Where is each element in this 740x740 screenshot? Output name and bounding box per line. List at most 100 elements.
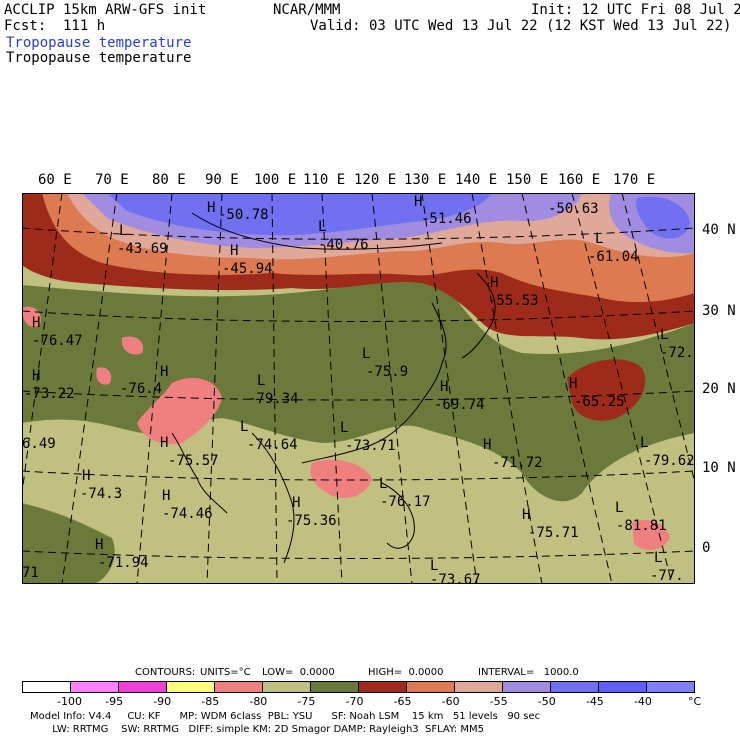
extremum-type: H bbox=[32, 368, 40, 384]
tropopause-temperature-map: -50.78 H -51.46 H -50.63 -43.69 L -40.76… bbox=[22, 193, 695, 584]
extremum-label: -43.69 bbox=[117, 241, 168, 257]
low-label: LOW= 0.0000 bbox=[262, 667, 335, 678]
extremum-label: -74.46 bbox=[162, 506, 213, 522]
extremum-type: H bbox=[162, 488, 170, 504]
color-bar-tick-label: -40 bbox=[633, 695, 652, 708]
extremum-type: H bbox=[490, 275, 498, 291]
extremum-label: -75.36 bbox=[286, 513, 337, 529]
band-minus75-minus70 bbox=[22, 279, 695, 502]
extremum-label: -50.63 bbox=[548, 201, 599, 217]
color-bar-swatch bbox=[71, 682, 119, 692]
extremum-label: -81.81 bbox=[616, 518, 667, 534]
extremum-label: -74.3 bbox=[80, 486, 122, 502]
color-bar-tick-label: -70 bbox=[345, 695, 364, 708]
extremum-label: -74.64 bbox=[247, 437, 298, 453]
color-bar-swatch bbox=[263, 682, 311, 692]
extremum-type: H bbox=[32, 315, 40, 331]
extremum-type: L bbox=[119, 223, 127, 239]
color-bar-tick-label: -55 bbox=[489, 695, 508, 708]
interval-label: INTERVAL= 1000.0 bbox=[478, 667, 579, 678]
color-bar-tick-label: -90 bbox=[153, 695, 172, 708]
lat-label: 30 N bbox=[702, 303, 736, 319]
extremum-type: H bbox=[440, 379, 448, 395]
extremum-type: H bbox=[292, 495, 300, 511]
band-minus50-minus45 bbox=[107, 193, 492, 236]
color-bar-tick-label: -80 bbox=[249, 695, 268, 708]
extremum-label: -65.25 bbox=[574, 394, 625, 410]
extremum-label: -55.53 bbox=[488, 293, 539, 309]
extremum-type: L bbox=[615, 500, 623, 516]
lon-label: 120 E bbox=[354, 172, 397, 188]
extremum-label: -73.71 bbox=[345, 438, 396, 454]
lon-label: 170 E bbox=[613, 172, 656, 188]
lon-label: 80 E bbox=[152, 172, 186, 188]
high-label: HIGH= 0.0000 bbox=[368, 667, 444, 678]
band-ne-swirl-inner bbox=[636, 196, 690, 239]
color-bar-swatch bbox=[455, 682, 503, 692]
extremum-type: H bbox=[160, 435, 168, 451]
lon-label: 160 E bbox=[558, 172, 601, 188]
field-title-shaded: Tropopause temperature bbox=[6, 35, 192, 51]
color-bar-swatch bbox=[647, 682, 694, 692]
valid-time: Valid: 03 UTC Wed 13 Jul 22 (12 KST Wed … bbox=[310, 18, 732, 34]
color-bar bbox=[22, 681, 695, 693]
units-label: UNITS=°C bbox=[200, 667, 251, 678]
color-bar-tick-label: -75 bbox=[297, 695, 316, 708]
color-bar-swatch bbox=[407, 682, 455, 692]
lon-label: 140 E bbox=[455, 172, 498, 188]
extremum-type: H bbox=[207, 200, 215, 216]
extremum-label: -51.46 bbox=[421, 211, 472, 227]
extremum-label: -76.17 bbox=[380, 494, 431, 510]
extremum-type: H bbox=[160, 364, 168, 380]
field-title-contour: Tropopause temperature bbox=[6, 50, 192, 66]
lon-label: 70 E bbox=[95, 172, 129, 188]
coastlines bbox=[171, 212, 496, 564]
extremum-label: -77. bbox=[650, 568, 684, 584]
color-bar-swatch bbox=[119, 682, 167, 692]
color-bar-swatch bbox=[359, 682, 407, 692]
model-info-line1: Model Info: V4.4 CU: KF MP: WDM 6class P… bbox=[30, 711, 541, 722]
extremum-label: 71 bbox=[22, 565, 39, 581]
color-bar-swatch bbox=[311, 682, 359, 692]
extremum-label: -50.78 bbox=[218, 207, 269, 223]
model-title: ACCLIP 15km ARW-GFS init bbox=[4, 2, 207, 18]
extremum-label: -73.67 bbox=[430, 572, 481, 584]
band-minus70-minus65-blob bbox=[567, 359, 646, 421]
extremum-type: L bbox=[318, 219, 326, 235]
extremum-type: L bbox=[654, 550, 662, 566]
extremum-type: L bbox=[660, 327, 668, 343]
extremum-type: L bbox=[379, 476, 387, 492]
extremum-type: H bbox=[569, 376, 577, 392]
extremum-type: H bbox=[82, 468, 90, 484]
lat-label: 0 bbox=[702, 540, 711, 556]
color-bar-swatch bbox=[215, 682, 263, 692]
color-bar-swatch bbox=[599, 682, 647, 692]
color-bar-unit: °C bbox=[688, 695, 702, 708]
color-bar-tick-label: -50 bbox=[537, 695, 556, 708]
extremum-type: H bbox=[414, 194, 422, 210]
extremum-label: -61.04 bbox=[588, 249, 639, 265]
extremum-label: -69.74 bbox=[434, 397, 485, 413]
extremum-type: H bbox=[230, 243, 238, 259]
color-bar-swatch bbox=[551, 682, 599, 692]
org-label: NCAR/MMM bbox=[273, 2, 341, 18]
extremum-type: L bbox=[640, 435, 648, 451]
extremum-label: -79.34 bbox=[248, 391, 299, 407]
band-minus75-minus70-west bbox=[22, 503, 115, 584]
extremum-type: L bbox=[595, 231, 603, 247]
extremum-type: L bbox=[257, 373, 265, 389]
color-bar-tick-label: -95 bbox=[105, 695, 124, 708]
lat-label: 20 N bbox=[702, 381, 736, 397]
lon-label: 100 E bbox=[254, 172, 297, 188]
extremum-type: L bbox=[430, 558, 438, 574]
color-bar-swatch bbox=[167, 682, 215, 692]
extremum-label: -76.47 bbox=[32, 333, 83, 349]
extremum-label: -71.94 bbox=[98, 555, 149, 571]
color-bar-tick-label: -65 bbox=[393, 695, 412, 708]
extremum-label: -79.62 bbox=[644, 453, 695, 469]
lon-label: 150 E bbox=[506, 172, 549, 188]
extremum-type: H bbox=[483, 437, 491, 453]
forecast-hour: Fcst: 111 h bbox=[4, 18, 106, 34]
extremum-type: L bbox=[240, 419, 248, 435]
model-info-line2: LW: RRTMG SW: RRTMG DIFF: simple KM: 2D … bbox=[30, 724, 484, 735]
